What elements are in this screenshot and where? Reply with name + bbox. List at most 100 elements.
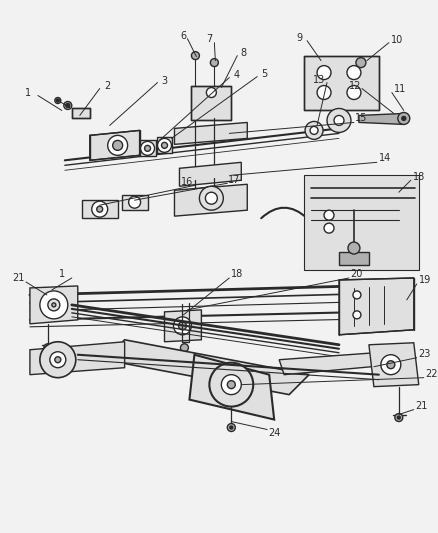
Text: 10: 10 [391,35,403,45]
Circle shape [158,139,172,152]
Text: 5: 5 [261,69,267,78]
Circle shape [141,141,155,155]
Text: 4: 4 [233,70,239,79]
Circle shape [334,116,344,125]
Circle shape [387,361,395,369]
Circle shape [209,363,253,407]
Text: 15: 15 [355,114,367,124]
Circle shape [317,66,331,79]
Circle shape [327,109,351,132]
Polygon shape [189,355,274,419]
Text: 13: 13 [313,75,325,85]
Circle shape [180,344,188,352]
Circle shape [324,223,334,233]
Polygon shape [339,278,414,335]
Text: 22: 22 [425,369,438,378]
Polygon shape [191,85,231,120]
Text: 7: 7 [206,34,212,44]
Circle shape [402,116,406,120]
Text: 23: 23 [419,349,431,359]
Polygon shape [30,342,125,375]
Text: 1: 1 [25,87,31,98]
Text: 2: 2 [105,80,111,91]
Polygon shape [304,175,419,270]
Text: 24: 24 [268,427,280,438]
Polygon shape [140,140,155,156]
Polygon shape [72,109,90,118]
Text: 18: 18 [413,172,425,182]
Polygon shape [105,340,309,394]
Text: 18: 18 [231,269,244,279]
Text: 20: 20 [351,269,363,279]
Text: 21: 21 [416,401,428,410]
Text: 8: 8 [240,47,246,58]
Polygon shape [359,114,404,124]
Circle shape [108,135,127,155]
Circle shape [92,201,108,217]
Circle shape [129,196,141,208]
Circle shape [48,299,60,311]
Circle shape [348,242,360,254]
Circle shape [210,59,219,67]
Circle shape [381,355,401,375]
Circle shape [40,342,76,378]
Polygon shape [339,252,369,265]
Circle shape [227,424,235,432]
Polygon shape [82,200,118,218]
Circle shape [178,322,187,330]
Circle shape [40,291,68,319]
Circle shape [227,381,235,389]
Text: 21: 21 [12,273,24,283]
Circle shape [356,58,366,68]
Circle shape [398,112,410,124]
Text: 6: 6 [180,31,187,41]
Circle shape [145,146,151,151]
Circle shape [230,426,233,429]
Circle shape [347,66,361,79]
Circle shape [64,101,72,109]
Circle shape [353,291,361,299]
Polygon shape [30,286,78,324]
Circle shape [205,192,217,204]
Circle shape [221,375,241,394]
Circle shape [55,98,61,103]
Circle shape [395,414,403,422]
Circle shape [113,140,123,150]
Polygon shape [174,123,247,144]
Circle shape [55,357,61,363]
Circle shape [52,303,56,307]
Circle shape [305,122,323,140]
Circle shape [199,186,223,210]
Polygon shape [369,343,419,386]
Circle shape [317,85,331,100]
Polygon shape [90,131,140,160]
Circle shape [310,126,318,134]
Text: 1: 1 [59,269,65,279]
Circle shape [50,352,66,368]
Circle shape [44,344,52,352]
Circle shape [46,346,49,349]
Polygon shape [165,310,201,342]
Polygon shape [304,55,379,110]
Polygon shape [122,195,148,210]
Text: 14: 14 [379,154,391,163]
Circle shape [162,142,167,148]
Circle shape [66,103,70,108]
Text: 17: 17 [228,175,240,185]
Text: 9: 9 [296,33,302,43]
FancyArrowPatch shape [261,208,307,218]
Circle shape [191,52,199,60]
Circle shape [57,99,59,102]
Circle shape [353,311,361,319]
Polygon shape [180,163,241,186]
Text: 19: 19 [419,275,431,285]
Polygon shape [156,138,173,154]
Circle shape [173,317,191,335]
Text: 3: 3 [162,76,168,86]
Circle shape [324,210,334,220]
Text: 16: 16 [181,177,194,187]
Text: 11: 11 [394,84,406,93]
Circle shape [347,85,361,100]
Circle shape [206,87,216,98]
Circle shape [397,416,400,419]
